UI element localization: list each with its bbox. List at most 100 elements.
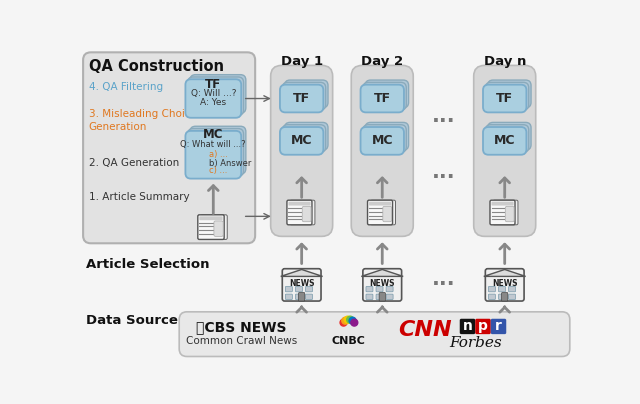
FancyBboxPatch shape bbox=[485, 269, 524, 301]
Text: Article Selection: Article Selection bbox=[86, 258, 210, 271]
FancyBboxPatch shape bbox=[488, 122, 531, 150]
Text: c) ...: c) ... bbox=[209, 166, 227, 175]
FancyBboxPatch shape bbox=[371, 200, 396, 225]
Text: 4. QA Filtering: 4. QA Filtering bbox=[88, 82, 163, 93]
FancyBboxPatch shape bbox=[188, 128, 244, 176]
FancyBboxPatch shape bbox=[280, 85, 323, 112]
Text: TF: TF bbox=[205, 78, 221, 91]
FancyBboxPatch shape bbox=[488, 294, 495, 299]
FancyBboxPatch shape bbox=[366, 294, 373, 299]
FancyBboxPatch shape bbox=[280, 127, 323, 155]
Text: 1. Article Summary: 1. Article Summary bbox=[88, 192, 189, 202]
FancyBboxPatch shape bbox=[285, 294, 292, 299]
FancyBboxPatch shape bbox=[367, 200, 392, 225]
FancyBboxPatch shape bbox=[491, 319, 506, 334]
FancyBboxPatch shape bbox=[360, 127, 404, 155]
Circle shape bbox=[344, 316, 351, 323]
Text: Day n: Day n bbox=[483, 55, 526, 67]
FancyBboxPatch shape bbox=[476, 319, 491, 334]
Text: ...: ... bbox=[431, 162, 455, 182]
FancyBboxPatch shape bbox=[483, 127, 527, 155]
Circle shape bbox=[351, 319, 358, 326]
FancyBboxPatch shape bbox=[474, 65, 536, 236]
FancyBboxPatch shape bbox=[492, 202, 514, 206]
Text: 2. QA Generation: 2. QA Generation bbox=[88, 158, 179, 168]
FancyBboxPatch shape bbox=[271, 65, 333, 236]
FancyBboxPatch shape bbox=[509, 294, 516, 299]
FancyBboxPatch shape bbox=[386, 286, 393, 292]
FancyBboxPatch shape bbox=[383, 206, 392, 222]
FancyBboxPatch shape bbox=[282, 269, 321, 301]
FancyBboxPatch shape bbox=[386, 294, 393, 299]
Text: QA Construction: QA Construction bbox=[90, 59, 224, 74]
FancyBboxPatch shape bbox=[506, 206, 514, 222]
FancyBboxPatch shape bbox=[188, 77, 244, 116]
FancyBboxPatch shape bbox=[485, 125, 529, 152]
FancyBboxPatch shape bbox=[490, 200, 515, 225]
FancyBboxPatch shape bbox=[502, 292, 508, 301]
Circle shape bbox=[349, 317, 356, 324]
Text: TF: TF bbox=[374, 92, 391, 105]
FancyBboxPatch shape bbox=[363, 82, 406, 110]
FancyBboxPatch shape bbox=[282, 125, 326, 152]
Text: NEWS: NEWS bbox=[492, 280, 518, 288]
FancyBboxPatch shape bbox=[290, 200, 315, 225]
Text: Q: What will ...?: Q: What will ...? bbox=[180, 140, 246, 149]
FancyBboxPatch shape bbox=[179, 312, 570, 356]
FancyBboxPatch shape bbox=[363, 125, 406, 152]
FancyBboxPatch shape bbox=[499, 294, 506, 299]
FancyBboxPatch shape bbox=[488, 286, 495, 292]
FancyBboxPatch shape bbox=[509, 286, 516, 292]
Text: TF: TF bbox=[496, 92, 513, 105]
Polygon shape bbox=[484, 269, 525, 276]
FancyBboxPatch shape bbox=[296, 294, 303, 299]
FancyBboxPatch shape bbox=[302, 206, 311, 222]
FancyBboxPatch shape bbox=[298, 292, 305, 301]
Text: b) Answer: b) Answer bbox=[209, 158, 251, 168]
Polygon shape bbox=[281, 269, 323, 276]
Text: CNN: CNN bbox=[398, 320, 452, 339]
Text: NEWS: NEWS bbox=[289, 280, 314, 288]
FancyBboxPatch shape bbox=[287, 200, 312, 225]
Text: MC: MC bbox=[203, 128, 223, 141]
FancyBboxPatch shape bbox=[366, 286, 373, 292]
Text: CNBC: CNBC bbox=[332, 337, 366, 347]
FancyBboxPatch shape bbox=[190, 126, 246, 174]
FancyBboxPatch shape bbox=[198, 215, 224, 240]
Text: Common Crawl News: Common Crawl News bbox=[186, 337, 297, 347]
FancyBboxPatch shape bbox=[369, 202, 391, 206]
FancyBboxPatch shape bbox=[360, 85, 404, 112]
FancyBboxPatch shape bbox=[214, 221, 223, 236]
Text: ...: ... bbox=[431, 106, 455, 126]
FancyBboxPatch shape bbox=[376, 294, 383, 299]
FancyBboxPatch shape bbox=[376, 286, 383, 292]
FancyBboxPatch shape bbox=[285, 80, 328, 108]
FancyBboxPatch shape bbox=[296, 286, 303, 292]
FancyBboxPatch shape bbox=[363, 269, 402, 301]
Text: MC: MC bbox=[494, 135, 515, 147]
FancyBboxPatch shape bbox=[351, 65, 413, 236]
FancyBboxPatch shape bbox=[289, 202, 310, 206]
FancyBboxPatch shape bbox=[499, 286, 506, 292]
Text: p: p bbox=[478, 320, 488, 333]
FancyBboxPatch shape bbox=[201, 215, 227, 240]
Circle shape bbox=[340, 319, 347, 326]
FancyBboxPatch shape bbox=[493, 200, 518, 225]
FancyBboxPatch shape bbox=[199, 216, 223, 220]
FancyBboxPatch shape bbox=[285, 286, 292, 292]
FancyBboxPatch shape bbox=[365, 122, 408, 150]
FancyBboxPatch shape bbox=[379, 292, 385, 301]
Text: 3. Misleading Choices
Generation: 3. Misleading Choices Generation bbox=[88, 109, 202, 132]
Text: Data Source: Data Source bbox=[86, 314, 178, 327]
Text: ⒸCBS NEWS: ⒸCBS NEWS bbox=[196, 320, 287, 334]
Circle shape bbox=[342, 317, 349, 324]
FancyBboxPatch shape bbox=[365, 80, 408, 108]
Text: NEWS: NEWS bbox=[369, 280, 395, 288]
Text: Day 2: Day 2 bbox=[361, 55, 403, 67]
Text: Day 1: Day 1 bbox=[280, 55, 323, 67]
FancyBboxPatch shape bbox=[305, 294, 312, 299]
FancyBboxPatch shape bbox=[488, 80, 531, 108]
Text: MC: MC bbox=[291, 135, 312, 147]
FancyBboxPatch shape bbox=[285, 122, 328, 150]
FancyBboxPatch shape bbox=[282, 82, 326, 110]
